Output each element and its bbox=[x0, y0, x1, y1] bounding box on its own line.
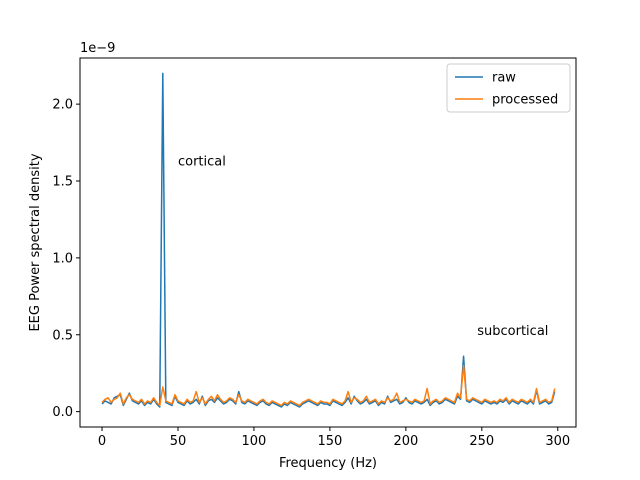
x-tick-label: 150 bbox=[317, 434, 342, 449]
axes-frame bbox=[79, 57, 577, 428]
legend-box bbox=[446, 63, 571, 113]
annotations: cortical subcortical bbox=[178, 155, 548, 339]
x-tick-label: 300 bbox=[545, 434, 570, 449]
x-tick-label: 0 bbox=[98, 434, 106, 449]
annotation-label: cortical bbox=[178, 155, 226, 170]
x-axis-label: Frequency (Hz) bbox=[279, 456, 377, 471]
y-axis: 0.0 0.5 1.0 1.5 2.0 bbox=[52, 98, 80, 420]
legend: raw processed bbox=[446, 63, 571, 113]
legend-label-raw: raw bbox=[492, 71, 516, 86]
x-tick-label: 100 bbox=[242, 434, 267, 449]
annotation-label: subcortical bbox=[477, 324, 548, 339]
y-offset-label: 1e−9 bbox=[80, 41, 115, 56]
y-tick-label: 1.5 bbox=[52, 175, 73, 190]
x-tick-label: 250 bbox=[469, 434, 494, 449]
x-tick-label: 200 bbox=[393, 434, 418, 449]
series-layer bbox=[101, 72, 556, 408]
y-tick-label: 0.5 bbox=[52, 328, 73, 343]
legend-label-processed: processed bbox=[492, 93, 558, 108]
series-line-processed bbox=[101, 364, 556, 407]
y-tick-label: 0.0 bbox=[52, 405, 73, 420]
x-tick-label: 50 bbox=[170, 434, 187, 449]
x-axis: 0 50 100 150 200 250 300 bbox=[98, 427, 570, 449]
y-axis-label: EEG Power spectral density bbox=[28, 153, 43, 331]
y-tick-label: 2.0 bbox=[52, 98, 73, 113]
y-tick-label: 1.0 bbox=[52, 251, 73, 266]
